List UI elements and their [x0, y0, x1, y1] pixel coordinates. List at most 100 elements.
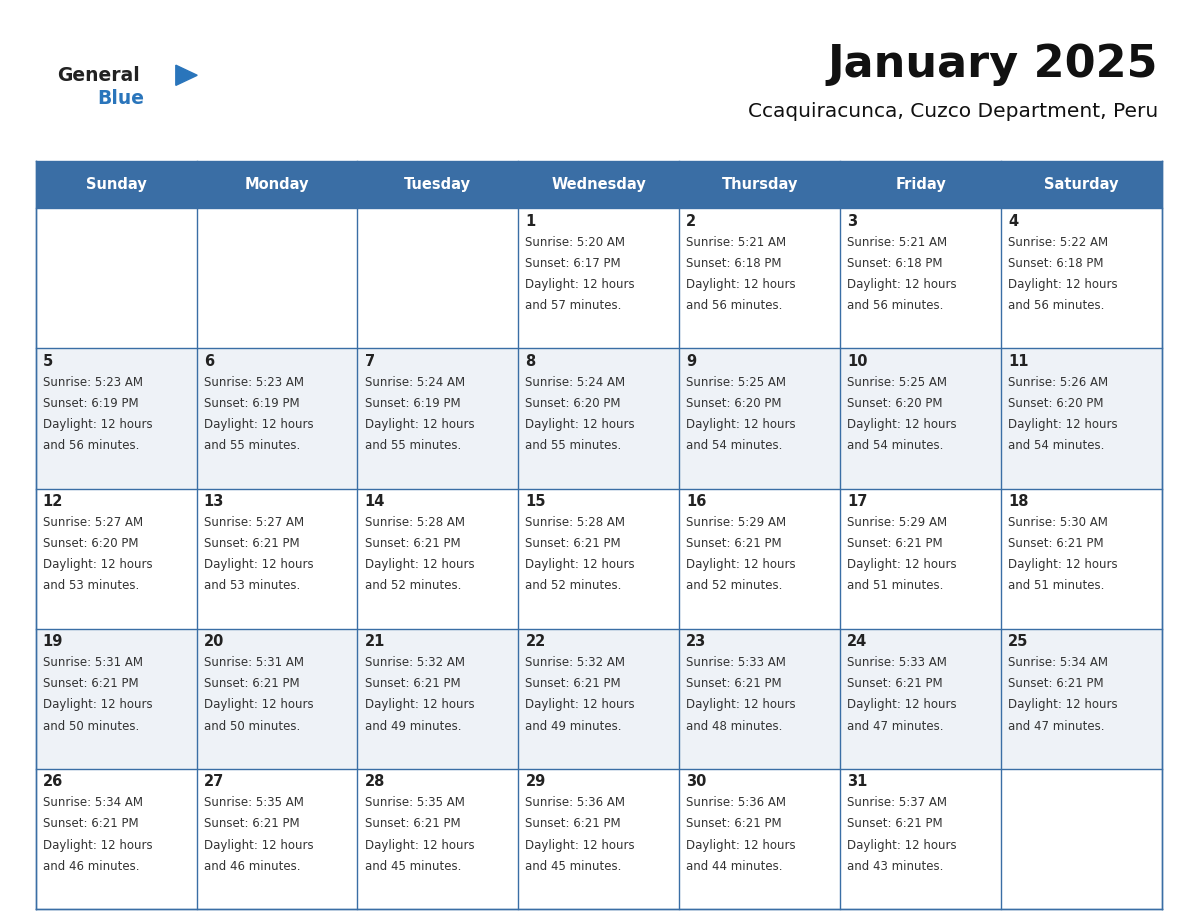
Text: Daylight: 12 hours: Daylight: 12 hours [43, 419, 152, 431]
Text: 31: 31 [847, 774, 867, 789]
Text: Sunset: 6:21 PM: Sunset: 6:21 PM [847, 677, 943, 690]
Text: Sunrise: 5:34 AM: Sunrise: 5:34 AM [1009, 656, 1108, 669]
Text: and 55 minutes.: and 55 minutes. [525, 440, 621, 453]
Text: Sunset: 6:21 PM: Sunset: 6:21 PM [203, 537, 299, 550]
Text: 27: 27 [203, 774, 223, 789]
Bar [196, 161, 358, 208]
Text: Daylight: 12 hours: Daylight: 12 hours [365, 838, 474, 852]
Bar [358, 161, 518, 208]
Bar [518, 349, 680, 488]
Text: Daylight: 12 hours: Daylight: 12 hours [525, 278, 636, 291]
Bar [36, 629, 196, 768]
Text: 2: 2 [687, 214, 696, 229]
Text: Sunrise: 5:23 AM: Sunrise: 5:23 AM [203, 376, 304, 389]
Bar [518, 768, 680, 909]
Text: 16: 16 [687, 494, 707, 509]
Text: Sunrise: 5:32 AM: Sunrise: 5:32 AM [525, 656, 625, 669]
Text: Sunrise: 5:23 AM: Sunrise: 5:23 AM [43, 376, 143, 389]
Text: 1: 1 [525, 214, 536, 229]
Text: 8: 8 [525, 354, 536, 369]
Text: 9: 9 [687, 354, 696, 369]
Text: Daylight: 12 hours: Daylight: 12 hours [847, 558, 956, 571]
Text: and 55 minutes.: and 55 minutes. [203, 440, 299, 453]
Text: 6: 6 [203, 354, 214, 369]
Text: 24: 24 [847, 634, 867, 649]
Bar [196, 488, 358, 629]
Text: and 56 minutes.: and 56 minutes. [687, 299, 783, 312]
Text: Sunset: 6:20 PM: Sunset: 6:20 PM [43, 537, 138, 550]
Bar [680, 488, 840, 629]
Text: Sunrise: 5:29 AM: Sunrise: 5:29 AM [687, 516, 786, 529]
Text: Daylight: 12 hours: Daylight: 12 hours [43, 838, 152, 852]
Bar [196, 629, 358, 768]
Text: Thursday: Thursday [721, 177, 798, 192]
Text: Monday: Monday [245, 177, 309, 192]
Bar [36, 161, 196, 208]
Text: and 48 minutes.: and 48 minutes. [687, 720, 783, 733]
Text: Daylight: 12 hours: Daylight: 12 hours [687, 278, 796, 291]
Text: Sunset: 6:21 PM: Sunset: 6:21 PM [1009, 537, 1104, 550]
Text: Daylight: 12 hours: Daylight: 12 hours [525, 699, 636, 711]
Text: Sunset: 6:21 PM: Sunset: 6:21 PM [525, 677, 621, 690]
Text: Saturday: Saturday [1044, 177, 1119, 192]
Text: Daylight: 12 hours: Daylight: 12 hours [1009, 278, 1118, 291]
Bar [196, 208, 358, 349]
Text: Sunrise: 5:22 AM: Sunrise: 5:22 AM [1009, 236, 1108, 249]
Text: 4: 4 [1009, 214, 1018, 229]
Text: January 2025: January 2025 [828, 43, 1158, 85]
Bar [680, 768, 840, 909]
Text: Daylight: 12 hours: Daylight: 12 hours [203, 699, 314, 711]
Text: Daylight: 12 hours: Daylight: 12 hours [203, 558, 314, 571]
Text: Tuesday: Tuesday [404, 177, 472, 192]
Text: Sunset: 6:21 PM: Sunset: 6:21 PM [365, 537, 460, 550]
Text: 30: 30 [687, 774, 707, 789]
Text: Daylight: 12 hours: Daylight: 12 hours [847, 699, 956, 711]
Text: Blue: Blue [97, 89, 145, 107]
Text: Sunrise: 5:24 AM: Sunrise: 5:24 AM [365, 376, 465, 389]
Bar [1001, 629, 1162, 768]
Polygon shape [176, 65, 197, 85]
Text: 20: 20 [203, 634, 225, 649]
Text: and 56 minutes.: and 56 minutes. [847, 299, 943, 312]
Text: Sunrise: 5:20 AM: Sunrise: 5:20 AM [525, 236, 625, 249]
Text: 13: 13 [203, 494, 225, 509]
Text: and 56 minutes.: and 56 minutes. [43, 440, 139, 453]
Text: and 47 minutes.: and 47 minutes. [1009, 720, 1105, 733]
Text: Sunset: 6:21 PM: Sunset: 6:21 PM [1009, 677, 1104, 690]
Text: Sunrise: 5:34 AM: Sunrise: 5:34 AM [43, 796, 143, 810]
Text: Wednesday: Wednesday [551, 177, 646, 192]
Text: 25: 25 [1009, 634, 1029, 649]
Text: Sunset: 6:21 PM: Sunset: 6:21 PM [687, 537, 782, 550]
Text: and 50 minutes.: and 50 minutes. [203, 720, 299, 733]
Text: Sunrise: 5:25 AM: Sunrise: 5:25 AM [847, 376, 947, 389]
Text: and 47 minutes.: and 47 minutes. [847, 720, 943, 733]
Text: Daylight: 12 hours: Daylight: 12 hours [687, 419, 796, 431]
Text: Sunrise: 5:35 AM: Sunrise: 5:35 AM [365, 796, 465, 810]
Text: and 57 minutes.: and 57 minutes. [525, 299, 621, 312]
Text: Daylight: 12 hours: Daylight: 12 hours [365, 558, 474, 571]
Bar [36, 349, 196, 488]
Text: 23: 23 [687, 634, 707, 649]
Text: and 56 minutes.: and 56 minutes. [1009, 299, 1105, 312]
Text: Sunrise: 5:21 AM: Sunrise: 5:21 AM [847, 236, 947, 249]
Bar [196, 349, 358, 488]
Bar [36, 488, 196, 629]
Text: Sunrise: 5:33 AM: Sunrise: 5:33 AM [847, 656, 947, 669]
Text: and 49 minutes.: and 49 minutes. [525, 720, 623, 733]
Text: Sunrise: 5:32 AM: Sunrise: 5:32 AM [365, 656, 465, 669]
Text: Sunset: 6:21 PM: Sunset: 6:21 PM [43, 817, 138, 831]
Text: Daylight: 12 hours: Daylight: 12 hours [1009, 558, 1118, 571]
Text: Daylight: 12 hours: Daylight: 12 hours [43, 558, 152, 571]
Text: Sunrise: 5:36 AM: Sunrise: 5:36 AM [687, 796, 786, 810]
Text: Sunset: 6:19 PM: Sunset: 6:19 PM [365, 397, 460, 410]
Text: Sunset: 6:21 PM: Sunset: 6:21 PM [847, 537, 943, 550]
Text: and 45 minutes.: and 45 minutes. [365, 859, 461, 873]
Bar [518, 161, 680, 208]
Text: 10: 10 [847, 354, 867, 369]
Text: General: General [57, 66, 140, 84]
Text: 29: 29 [525, 774, 545, 789]
Text: Sunset: 6:18 PM: Sunset: 6:18 PM [1009, 257, 1104, 270]
Bar [680, 161, 840, 208]
Text: Sunset: 6:21 PM: Sunset: 6:21 PM [525, 537, 621, 550]
Text: 3: 3 [847, 214, 858, 229]
